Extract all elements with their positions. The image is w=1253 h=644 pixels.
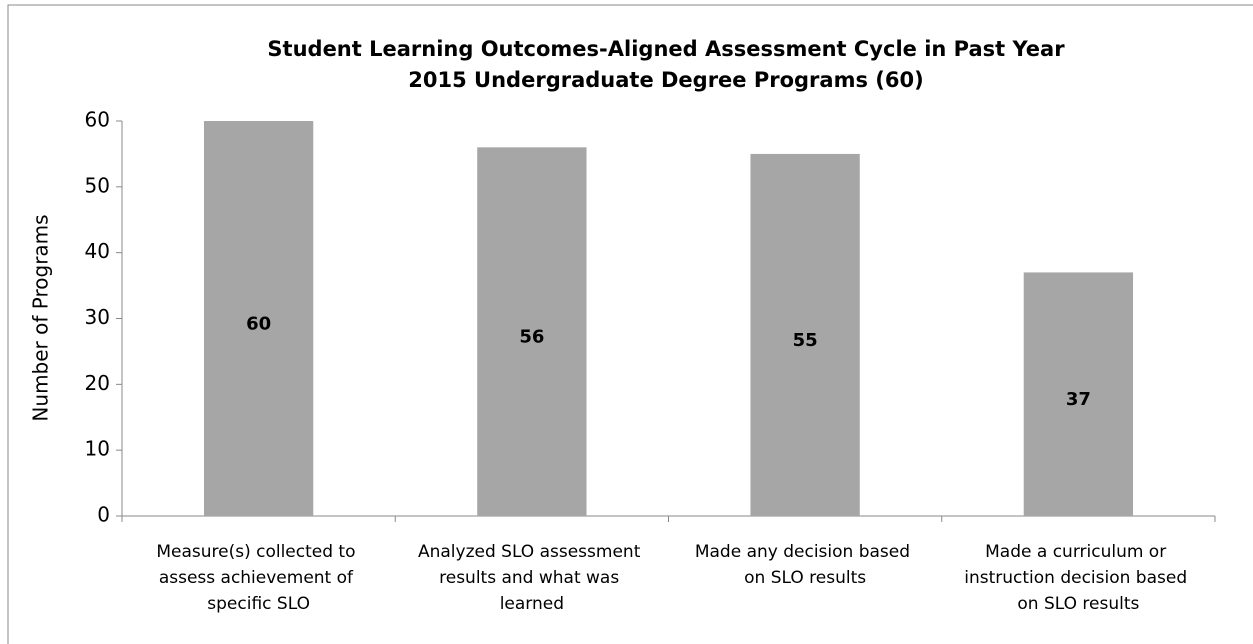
x-tick-label: Measure(s) collected to assess achieveme… (156, 542, 361, 614)
y-axis-title: Number of Programs (29, 214, 53, 421)
bar (203, 121, 314, 516)
chart-frame (7, 4, 1253, 644)
data-label: 37 (1066, 389, 1091, 410)
y-tick-label: 60 (85, 108, 110, 132)
bar (477, 147, 587, 517)
data-label: 56 (519, 327, 544, 348)
chart-title: Student Learning Outcomes-Aligned Assess… (267, 37, 1065, 61)
y-tick-label: 20 (85, 371, 110, 395)
y-tick-label: 50 (85, 173, 110, 197)
x-tick-label: Analyzed SLO assessment results and what… (418, 542, 646, 614)
bar (1023, 272, 1134, 516)
y-tick-label: 30 (85, 305, 110, 329)
x-tick-label: Made any decision based on SLO results (695, 542, 916, 588)
data-label: 60 (246, 314, 271, 335)
y-tick-label: 0 (97, 503, 110, 527)
x-tick-label: Made a curriculum or instruction decisio… (964, 542, 1192, 614)
chart-subtitle: 2015 Undergraduate Degree Programs (60) (408, 68, 923, 92)
data-label: 55 (793, 330, 818, 351)
bar (750, 153, 860, 516)
y-tick-label: 10 (85, 437, 110, 461)
y-tick-label: 40 (85, 239, 110, 263)
